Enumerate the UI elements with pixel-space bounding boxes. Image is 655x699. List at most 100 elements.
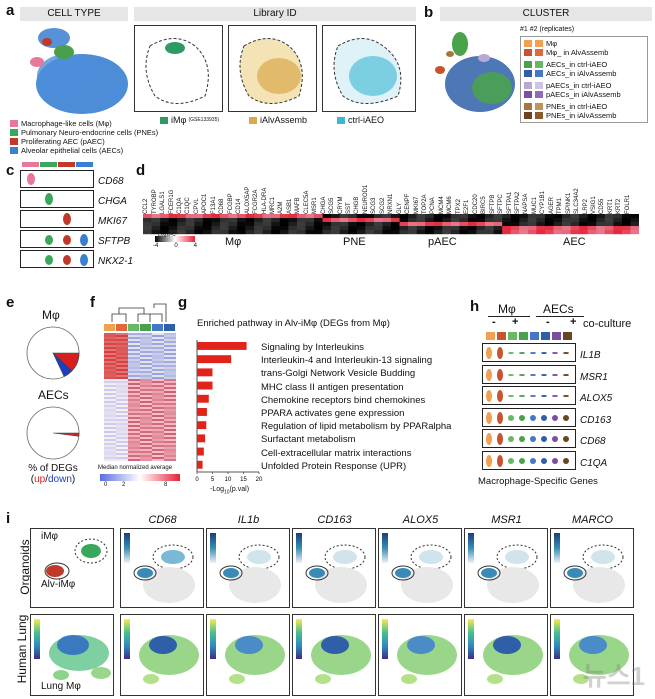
heatmap-f-cell	[104, 401, 116, 404]
cluster-legend-item: AECs_in ctrl-iAEO	[524, 60, 644, 69]
heatmap-cell	[365, 218, 375, 223]
heatmap-f-cell	[164, 457, 176, 460]
cluster-legend-item: Mφ_ in AlvAssemb	[524, 48, 644, 57]
heatmap-cell	[596, 218, 606, 223]
heatmap-f-cell	[116, 431, 128, 434]
heatmap-f-cell	[164, 347, 176, 350]
heatmap-f-cell	[164, 439, 176, 442]
heatmap-f-cell	[128, 345, 140, 348]
heatmap-f-cell	[152, 423, 164, 426]
heatmap-cell	[194, 218, 204, 223]
heatmap-cell	[630, 218, 639, 223]
heatmap-f-cell	[128, 379, 140, 382]
heatmap-f-cell	[164, 409, 176, 412]
heatmap-f-cell	[104, 399, 116, 402]
heatmap-f-cell	[116, 439, 128, 442]
heatmap-f-cell	[104, 385, 116, 388]
heatmap-cell	[314, 230, 323, 235]
heatmap-gene-label: FCGBP	[227, 193, 234, 214]
heatmap-cell	[160, 230, 169, 235]
heatmap-cell	[587, 230, 597, 235]
heatmap-cell	[536, 218, 546, 223]
cluster-legend-item: AECs_in iAlvAssemb	[524, 69, 644, 78]
heatmap-f-cell	[152, 457, 164, 460]
heatmap-f-cell	[152, 409, 164, 412]
heatmap-cell	[373, 214, 383, 219]
heatmap-f-cell	[128, 439, 140, 442]
heatmap-cell	[177, 222, 187, 227]
heatmap-cell	[339, 226, 349, 231]
heatmap-cell	[553, 218, 563, 223]
cluster-legend-item: PNEs_in iAlvAssemb	[524, 111, 644, 120]
pie-mphi	[26, 326, 80, 380]
heatmap-f-cell	[152, 429, 164, 432]
heatmap-cell	[373, 222, 383, 227]
heatmap-cell	[562, 214, 571, 219]
heatmap-cell	[237, 218, 246, 223]
heatmap-f-cell	[164, 401, 176, 404]
heatmap-f-cell	[104, 375, 116, 378]
heatmap-cell	[322, 226, 332, 231]
heatmap-f-cell	[140, 391, 152, 394]
heatmap-cell	[570, 218, 580, 223]
heatmap-cell	[493, 218, 503, 223]
heatmap-f-cell	[128, 371, 140, 374]
heatmap-gene-label: MCM6	[447, 196, 454, 214]
heatmap-f-cell	[128, 413, 140, 416]
heatmap-cell	[587, 222, 597, 227]
heatmap-cell	[399, 226, 409, 231]
heatmap-f-cell	[116, 373, 128, 376]
heatmap-cell	[365, 222, 375, 227]
heatmap-f-cell	[140, 401, 152, 404]
heatmap-cell	[271, 230, 281, 235]
enrichment-bar	[197, 434, 206, 443]
panel-e-label: e	[6, 294, 15, 311]
heatmap-cell	[544, 222, 554, 227]
heatmap-cell	[211, 214, 221, 219]
heatmap-cell	[502, 230, 512, 235]
heatmap-f-cell	[152, 341, 164, 344]
heatmap-cell	[288, 230, 298, 235]
heatmap-f-cell	[128, 429, 140, 432]
heatmap-cell	[579, 218, 588, 223]
panel-f-label: f	[90, 294, 95, 311]
heatmap-f-cell	[104, 403, 116, 406]
heatmap-cell	[408, 218, 417, 223]
celltype-legend: Macrophage-like cells (Mφ) Pulmonary Neu…	[10, 119, 158, 155]
violin-row	[482, 386, 576, 405]
heatmap-f-cell	[128, 423, 140, 426]
heatmap-f-cell	[140, 339, 152, 342]
heatmap-cell	[365, 230, 375, 235]
heatmap-cell	[322, 214, 332, 219]
heatmap-f-cell	[104, 445, 116, 448]
heatmap-f-cell	[152, 389, 164, 392]
heatmap-cell	[502, 214, 512, 219]
heatmap-f-cell	[152, 435, 164, 438]
heatmap-cell	[425, 222, 435, 227]
heatmap-cell	[502, 226, 512, 231]
heatmap-f-cell	[104, 411, 116, 414]
heatmap-f-cell	[128, 399, 140, 402]
heatmap-cell	[271, 218, 281, 223]
label-alv-imf: Alv-iMφ	[41, 579, 76, 590]
heatmap-cell	[314, 214, 323, 219]
heatmap-f-cell	[116, 417, 128, 420]
heatmap-f-cell	[164, 431, 176, 434]
heatmap-f-cell	[164, 361, 176, 364]
heatmap-f-cell	[140, 373, 152, 376]
heatmap-cell	[467, 226, 477, 231]
cluster-legend: Mφ Mφ_ in AlvAssemb AECs_in ctrl-iAEO AE…	[520, 36, 648, 123]
heatmap-gene-label: A2M	[278, 201, 285, 214]
heatmap-cell	[442, 218, 452, 223]
heatmap-f-cell	[116, 377, 128, 380]
heatmap-cell	[459, 222, 469, 227]
heatmap-cell	[485, 218, 494, 223]
heatmap-f-cell	[128, 443, 140, 446]
heatmap-cell	[613, 214, 623, 219]
heatmap-gene-label: SFTPA2	[514, 191, 521, 214]
feature-colorbar	[210, 533, 216, 563]
lung-feature-plot	[378, 614, 462, 696]
heatmap-cell	[579, 214, 588, 219]
heatmap-f-cell	[152, 447, 164, 450]
heatmap-cell	[408, 214, 417, 219]
